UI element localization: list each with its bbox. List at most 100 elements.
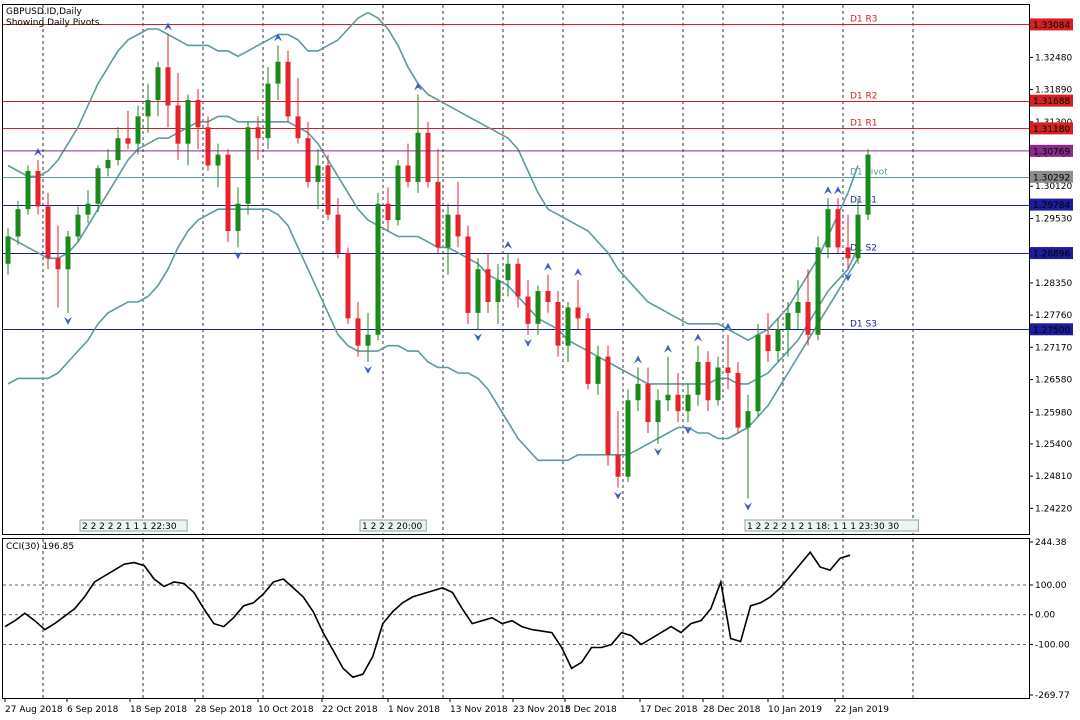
time-tick-label: 27 Aug 2018 [5,705,63,715]
candle-body [585,318,591,384]
pivot-price-tag [1030,247,1073,260]
candle-body [685,394,691,412]
candle-body [325,165,331,215]
price-tick-label: 1.29530 [1035,214,1072,224]
fractal-down-icon [744,502,752,511]
cci-line [4,550,851,679]
candle-body [175,105,181,144]
fractal-down-icon [684,426,692,435]
candle-body [435,181,441,248]
pivot-price-tag-label: 1.29784 [1033,201,1070,211]
candle-body [415,132,421,182]
candle-body [255,127,261,139]
candle-body [455,214,461,237]
fractal-down-icon [614,491,622,500]
candle-body [525,296,531,324]
fractal-down-icon [654,447,662,456]
candle-body [55,258,61,270]
fractal-down-icon [474,333,482,342]
candle-body [335,214,341,253]
time-tick-label: 28 Dec 2018 [703,705,761,715]
price-tick-label: 1.31890 [1035,86,1072,96]
time-axis: 27 Aug 2018 6 Sep 2018 18 Sep 2018 28 Sep 2… [4,698,889,715]
time-tick-label: 17 Dec 2018 [640,705,698,715]
current-price-tag [1030,144,1073,157]
fractal-up-icon [504,240,512,249]
pivot-price-tag-label: 1.28896 [1033,250,1070,260]
candle-body [215,154,221,166]
session-tag-label: 1 2 2 2 20:00 [362,522,423,532]
pivot-price-tag [1030,122,1073,135]
price-tick-label: 1.30120 [1035,182,1072,192]
candle-body [205,127,211,166]
price-tick-label: 1.24220 [1035,504,1072,514]
time-tick-label: 1 Nov 2018 [388,705,440,715]
candle-body [145,99,151,117]
candle-body [45,206,51,259]
fractal-down-icon [234,251,242,260]
current-price-tag-label: 1.30769 [1033,147,1070,157]
candle-body [155,67,161,100]
time-tick-label: 23 Nov 2018 [513,705,571,715]
candle-body [125,138,131,144]
fractal-up-icon [634,355,642,364]
fractal-up-icon [544,262,552,271]
price-panel-frame [2,4,1030,535]
candle-body [655,400,661,423]
fractal-down-icon [844,273,852,282]
candle-body [535,291,541,324]
candle-body [345,252,351,319]
session-tag [359,519,427,532]
price-tick-label: 1.24810 [1035,472,1072,482]
candle-body [645,383,651,423]
candle-body [395,165,401,221]
time-tick-label: 10 Oct 2018 [258,705,314,715]
candle-body [115,138,121,161]
pivot-price-tag-label: 1.33084 [1033,21,1070,31]
candle-body [375,203,381,335]
candle-body [705,362,711,401]
fractal-up-icon [664,344,672,353]
candle-body [775,329,781,352]
candle-body [565,307,571,346]
candle-body [865,154,871,215]
fractal-up-icon [824,186,832,195]
candle-body [615,454,621,477]
fractal-up-icon [724,322,732,331]
time-tick-label: 13 Nov 2018 [450,705,508,715]
candle-body [825,209,831,248]
pivot-label: D1 S3 [850,320,877,330]
candle-body [385,203,391,221]
time-tick-label: 18 Sep 2018 [130,705,187,715]
fractal-up-icon [834,186,842,195]
pivot-price-tag [1030,323,1073,336]
candle-body [195,99,201,128]
candle-body [575,307,581,319]
candle-body [25,170,31,210]
price-tick-label: 1.25400 [1035,440,1072,450]
price-tick-label: 1.26580 [1035,376,1072,386]
time-tick-label: 22 Jan 2019 [835,705,889,715]
candle-body [265,83,271,139]
price-tick-label: 1.27760 [1035,311,1072,321]
candle-body [505,263,511,281]
candle-body [475,269,481,313]
candle-body [105,160,111,169]
session-tag [79,519,188,532]
candles [5,34,871,499]
pivot-label: D1 R1 [850,119,878,129]
candle-body [595,356,601,384]
bollinger-bands [7,11,859,462]
candle-body [235,203,241,232]
candle-body [95,168,101,204]
candle-body [845,247,851,259]
fractal-down-icon [364,366,372,375]
candle-body [805,301,811,335]
bollinger-line [7,115,859,385]
pivot-price-tag-label: 1.30292 [1033,173,1070,183]
fractal-up-icon [694,333,702,342]
pivot-price-tag-label: 1.31688 [1033,97,1070,107]
pivot-price-tag-label: 1.27500 [1033,326,1070,336]
